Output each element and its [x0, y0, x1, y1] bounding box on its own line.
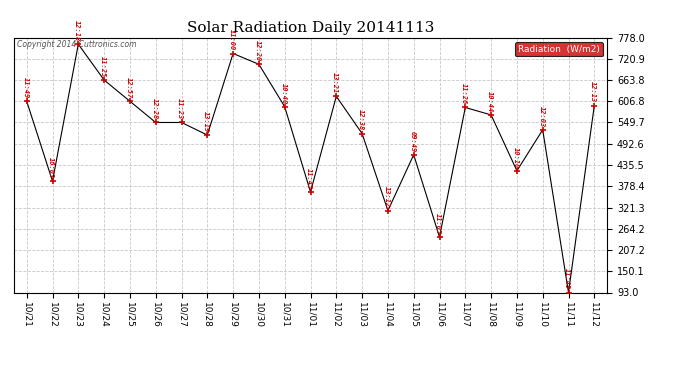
Text: 12:28: 12:28 [151, 98, 157, 120]
Text: 16:03: 16:03 [48, 157, 55, 178]
Text: 13:12: 13:12 [384, 186, 390, 208]
Text: 12:38: 12:38 [358, 110, 364, 130]
Text: 10:40: 10:40 [280, 82, 286, 104]
Title: Solar Radiation Daily 20141113: Solar Radiation Daily 20141113 [187, 21, 434, 35]
Text: 11:49: 11:49 [564, 268, 570, 290]
Text: 11:05: 11:05 [435, 213, 441, 234]
Text: 11:25: 11:25 [100, 56, 106, 77]
Text: 12:13: 12:13 [590, 81, 596, 103]
Text: 11:49: 11:49 [22, 77, 28, 98]
Text: 13:21: 13:21 [332, 72, 338, 93]
Text: 11:26: 11:26 [461, 83, 467, 105]
Text: 11:00: 11:00 [229, 29, 235, 51]
Text: 12:57: 12:57 [126, 77, 132, 98]
Text: 10:44: 10:44 [487, 91, 493, 112]
Text: 09:49: 09:49 [409, 130, 415, 152]
Text: Copyright 2014 Cuttronics.com: Copyright 2014 Cuttronics.com [17, 40, 136, 49]
Text: 12:20: 12:20 [255, 40, 261, 62]
Legend: Radiation  (W/m2): Radiation (W/m2) [515, 42, 602, 56]
Text: 11:23: 11:23 [177, 98, 184, 120]
Text: 12:03: 12:03 [538, 106, 544, 127]
Text: 12:18: 12:18 [74, 20, 80, 41]
Text: 11:45: 11:45 [306, 168, 312, 189]
Text: 13:19: 13:19 [203, 111, 209, 132]
Text: 10:10: 10:10 [513, 147, 519, 168]
